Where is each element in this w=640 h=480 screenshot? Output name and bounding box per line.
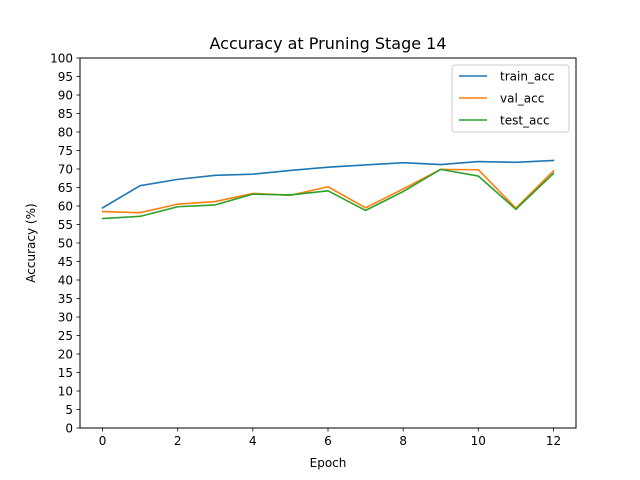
y-tick-label: 90 xyxy=(58,89,73,103)
x-tick-label: 0 xyxy=(99,434,107,448)
y-axis-ticks: 0 5 10 15 20 25 30 35 40 45 50 55 60 65 70 75 80 85 90 95 10… xyxy=(50,52,80,436)
x-axis-ticks: 0 2 4 6 8 10 12 xyxy=(99,428,561,448)
y-tick-label: 0 xyxy=(65,422,73,436)
chart-title: Accuracy at Pruning Stage 14 xyxy=(209,34,446,53)
y-tick-label: 65 xyxy=(58,181,73,195)
y-tick-label: 10 xyxy=(58,385,73,399)
x-tick-label: 8 xyxy=(399,434,407,448)
legend-label-val-acc: val_acc xyxy=(500,92,544,106)
x-tick-label: 4 xyxy=(249,434,257,448)
x-tick-label: 10 xyxy=(471,434,486,448)
y-tick-label: 35 xyxy=(58,292,73,306)
y-tick-label: 55 xyxy=(58,218,73,232)
y-tick-label: 95 xyxy=(58,70,73,84)
legend-label-test-acc: test_acc xyxy=(500,114,550,128)
legend-label-train-acc: train_acc xyxy=(500,70,554,84)
y-tick-label: 75 xyxy=(58,144,73,158)
series-line-test-acc xyxy=(101,168,555,220)
y-tick-label: 25 xyxy=(58,329,73,343)
y-tick-label: 40 xyxy=(58,274,73,288)
y-tick-label: 15 xyxy=(58,366,73,380)
x-axis-label: Epoch xyxy=(310,456,347,470)
y-tick-label: 80 xyxy=(58,126,73,140)
legend: train_acc val_acc test_acc xyxy=(451,64,570,133)
y-tick-label: 45 xyxy=(58,255,73,269)
series-line-val-acc xyxy=(101,168,555,214)
x-tick-label: 6 xyxy=(324,434,332,448)
y-tick-label: 85 xyxy=(58,107,73,121)
y-tick-label: 70 xyxy=(58,163,73,177)
legend-box xyxy=(451,64,570,133)
y-axis-label: Accuracy (%) xyxy=(24,203,38,282)
y-tick-label: 50 xyxy=(58,237,73,251)
y-tick-label: 5 xyxy=(65,403,73,417)
y-tick-label: 100 xyxy=(50,52,73,66)
x-tick-label: 12 xyxy=(546,434,561,448)
series-layer xyxy=(101,159,555,220)
y-tick-label: 30 xyxy=(58,311,73,325)
series-line-train-acc xyxy=(101,159,555,209)
y-tick-label: 60 xyxy=(58,200,73,214)
x-tick-label: 2 xyxy=(174,434,182,448)
y-tick-label: 20 xyxy=(58,348,73,362)
